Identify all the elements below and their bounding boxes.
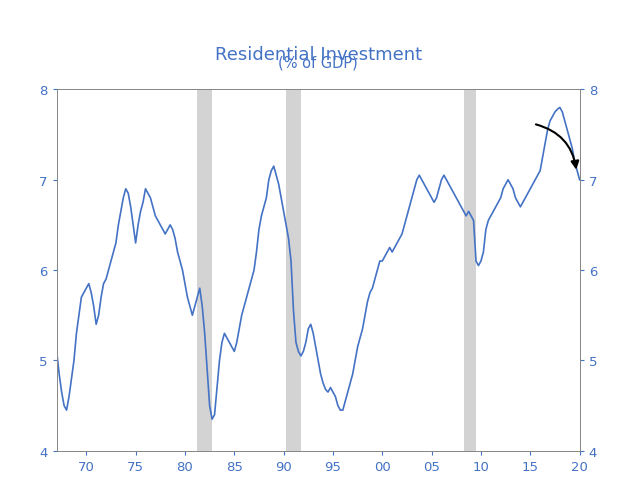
Bar bbox=[286, 90, 301, 451]
Bar bbox=[197, 90, 212, 451]
Bar bbox=[464, 90, 476, 451]
Text: (% of GDP): (% of GDP) bbox=[278, 56, 358, 70]
Title: Residential Investment: Residential Investment bbox=[215, 46, 421, 64]
